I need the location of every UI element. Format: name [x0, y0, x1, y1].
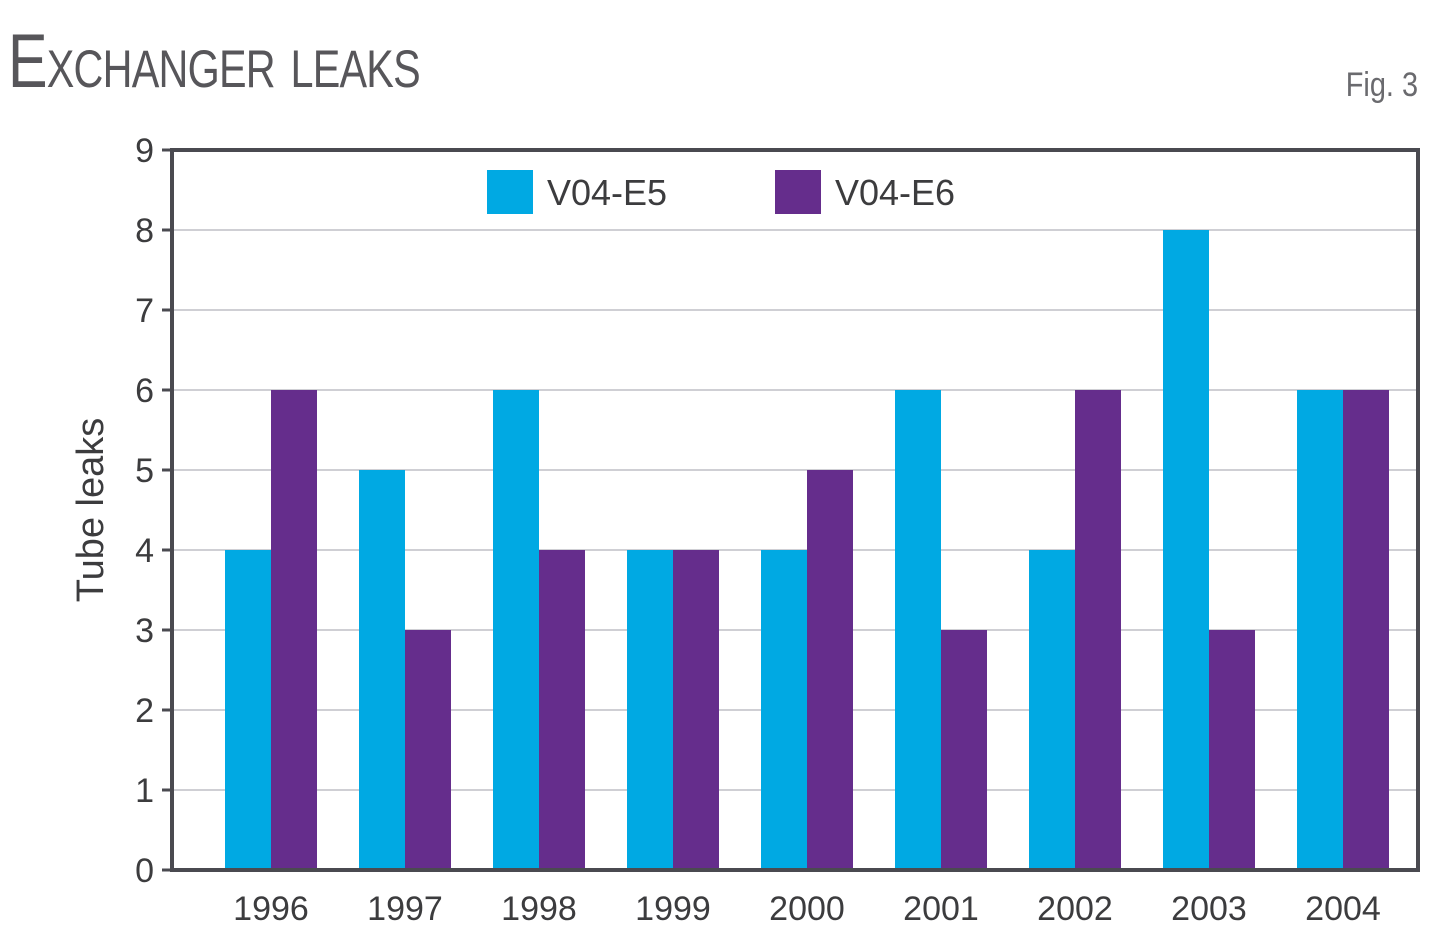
y-tick-label: 0 [135, 852, 154, 890]
y-tick-label: 5 [135, 452, 154, 490]
bar-v04-e6-2000 [807, 470, 853, 870]
bars [225, 230, 1389, 870]
y-tick-label: 6 [135, 372, 154, 410]
y-tick-label: 2 [135, 692, 154, 730]
x-tick-label: 2001 [903, 890, 979, 928]
y-tick-label: 1 [135, 772, 154, 810]
bar-v04-e6-2003 [1209, 630, 1255, 870]
plot-frame [170, 148, 1420, 872]
bar-v04-e5-2001 [895, 390, 941, 870]
bar-v04-e5-1996 [225, 550, 271, 870]
bar-v04-e6-2001 [941, 630, 987, 870]
bar-v04-e6-1998 [539, 550, 585, 870]
x-tick-label: 1997 [367, 890, 443, 928]
legend-label: V04-E6 [835, 172, 955, 213]
bar-v04-e5-1998 [493, 390, 539, 870]
bar-v04-e6-2004 [1343, 390, 1389, 870]
x-tick-label: 2003 [1171, 890, 1247, 928]
bar-v04-e5-1999 [627, 550, 673, 870]
legend: V04-E5 V04-E6 [487, 170, 955, 214]
bar-v04-e5-2002 [1029, 550, 1075, 870]
x-tick-label: 1998 [501, 890, 577, 928]
y-tick-label: 8 [135, 212, 154, 250]
figure-label: Fig. 3 [1345, 66, 1418, 104]
bar-v04-e6-1996 [271, 390, 317, 870]
x-tick-label: 2002 [1037, 890, 1113, 928]
y-axis-title: Tube leaks [70, 418, 112, 602]
legend-swatch-v04-e5 [487, 170, 533, 214]
legend-label: V04-E5 [547, 172, 667, 213]
bar-v04-e6-1999 [673, 550, 719, 870]
bar-v04-e6-2002 [1075, 390, 1121, 870]
x-tick-label: 2000 [769, 890, 845, 928]
bar-v04-e6-1997 [405, 630, 451, 870]
legend-swatch-v04-e6 [775, 170, 821, 214]
x-axis-ticks: 1996 1997 1998 1999 2000 2001 2002 2003 2004 [233, 890, 1381, 928]
bar-v04-e5-2003 [1163, 230, 1209, 870]
y-tick-label: 9 [135, 132, 154, 170]
x-tick-label: 2004 [1305, 890, 1381, 928]
y-tick-label: 4 [135, 532, 154, 570]
y-axis-ticks: 0 1 2 3 4 5 6 7 8 9 [135, 132, 172, 890]
chart-title: Exchanger leaks [8, 19, 421, 104]
x-tick-label: 1996 [233, 890, 309, 928]
y-tick-label: 3 [135, 612, 154, 650]
bar-v04-e5-1997 [359, 470, 405, 870]
bar-v04-e5-2000 [761, 550, 807, 870]
y-tick-label: 7 [135, 292, 154, 330]
bar-v04-e5-2004 [1297, 390, 1343, 870]
x-tick-label: 1999 [635, 890, 711, 928]
